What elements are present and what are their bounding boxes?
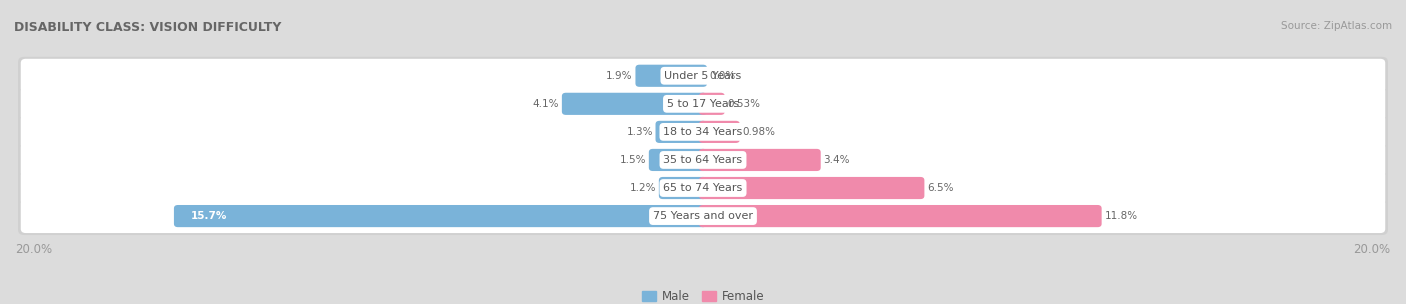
FancyBboxPatch shape <box>18 113 1388 151</box>
Text: 35 to 64 Years: 35 to 64 Years <box>664 155 742 165</box>
FancyBboxPatch shape <box>562 93 707 115</box>
FancyBboxPatch shape <box>636 65 707 87</box>
FancyBboxPatch shape <box>21 59 1385 93</box>
Legend: Male, Female: Male, Female <box>637 285 769 304</box>
FancyBboxPatch shape <box>18 85 1388 123</box>
Text: 1.2%: 1.2% <box>630 183 657 193</box>
FancyBboxPatch shape <box>659 177 707 199</box>
FancyBboxPatch shape <box>21 171 1385 205</box>
Text: Source: ZipAtlas.com: Source: ZipAtlas.com <box>1281 21 1392 31</box>
FancyBboxPatch shape <box>699 121 740 143</box>
FancyBboxPatch shape <box>699 93 724 115</box>
FancyBboxPatch shape <box>21 199 1385 233</box>
FancyBboxPatch shape <box>655 121 707 143</box>
Text: DISABILITY CLASS: VISION DIFFICULTY: DISABILITY CLASS: VISION DIFFICULTY <box>14 21 281 34</box>
Text: 18 to 34 Years: 18 to 34 Years <box>664 127 742 137</box>
FancyBboxPatch shape <box>699 149 821 171</box>
Text: 0.53%: 0.53% <box>727 99 761 109</box>
FancyBboxPatch shape <box>174 205 707 227</box>
FancyBboxPatch shape <box>18 197 1388 235</box>
Text: 75 Years and over: 75 Years and over <box>652 211 754 221</box>
FancyBboxPatch shape <box>18 141 1388 179</box>
FancyBboxPatch shape <box>648 149 707 171</box>
Text: 65 to 74 Years: 65 to 74 Years <box>664 183 742 193</box>
Text: 1.5%: 1.5% <box>620 155 647 165</box>
FancyBboxPatch shape <box>18 169 1388 207</box>
FancyBboxPatch shape <box>21 143 1385 177</box>
Text: 5 to 17 Years: 5 to 17 Years <box>666 99 740 109</box>
FancyBboxPatch shape <box>699 205 1102 227</box>
Text: 1.9%: 1.9% <box>606 71 633 81</box>
FancyBboxPatch shape <box>18 57 1388 95</box>
Text: 4.1%: 4.1% <box>533 99 560 109</box>
Text: 1.3%: 1.3% <box>626 127 652 137</box>
FancyBboxPatch shape <box>699 177 924 199</box>
Text: 0.98%: 0.98% <box>742 127 776 137</box>
FancyBboxPatch shape <box>21 87 1385 121</box>
Text: 15.7%: 15.7% <box>191 211 228 221</box>
Text: 0.0%: 0.0% <box>710 71 735 81</box>
Text: 11.8%: 11.8% <box>1104 211 1137 221</box>
Text: 3.4%: 3.4% <box>824 155 849 165</box>
Text: 6.5%: 6.5% <box>927 183 953 193</box>
Text: Under 5 Years: Under 5 Years <box>665 71 741 81</box>
FancyBboxPatch shape <box>21 115 1385 149</box>
